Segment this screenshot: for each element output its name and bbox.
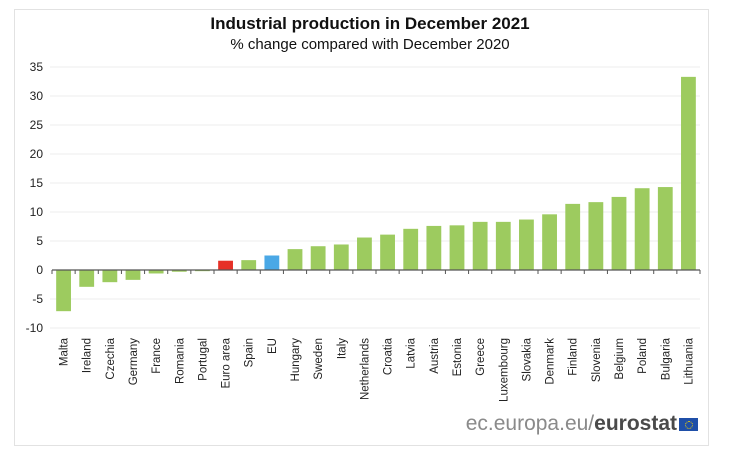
bar-poland xyxy=(634,188,650,270)
x-tick-label: Bulgaria xyxy=(660,337,672,380)
chart-title: Industrial production in December 2021 xyxy=(210,14,530,33)
x-tick-label: Romania xyxy=(174,337,186,384)
x-tick-label: Spain xyxy=(244,338,256,367)
bar-greece xyxy=(472,221,488,270)
x-tick-label: France xyxy=(151,338,163,374)
bar-sweden xyxy=(310,246,326,270)
bar-eu xyxy=(264,255,280,270)
x-tick-label: Euro area xyxy=(221,337,233,388)
y-tick-label: -5 xyxy=(32,292,43,306)
bar-czechia xyxy=(102,270,118,283)
x-tick-label: Estonia xyxy=(452,337,464,376)
x-tick-label: Portugal xyxy=(197,338,209,381)
bar-italy xyxy=(333,244,349,270)
x-tick-label: Italy xyxy=(336,338,348,359)
x-axis-labels: Malta Ireland Czechia Germany France Romania P… xyxy=(59,337,696,402)
bar-germany xyxy=(125,270,141,280)
y-tick-label: -10 xyxy=(26,321,44,335)
x-tick-label: Slovakia xyxy=(521,337,533,381)
x-tick-label: Belgium xyxy=(614,338,626,380)
y-tick-label: 30 xyxy=(30,89,44,103)
x-tick-label: Lithuania xyxy=(683,337,695,384)
y-tick-label: 25 xyxy=(30,118,44,132)
bar-denmark xyxy=(542,214,557,270)
bar-slovenia xyxy=(588,202,604,270)
y-tick-label: 20 xyxy=(30,147,44,161)
y-tick-label: 35 xyxy=(30,60,44,74)
source-prefix: ec.europa.eu/ xyxy=(465,412,595,435)
y-tick-label: 5 xyxy=(36,234,43,248)
x-tick-label: Czechia xyxy=(105,337,117,379)
x-tick-label: Croatia xyxy=(383,337,395,375)
bar-finland xyxy=(565,203,581,270)
bar-estonia xyxy=(449,225,465,270)
x-axis xyxy=(51,269,701,274)
x-tick-label: Germany xyxy=(128,338,140,386)
x-tick-label: Malta xyxy=(59,337,71,366)
bar-ireland xyxy=(79,270,95,287)
chart-subtitle: % change compared with December 2020 xyxy=(230,36,510,53)
bar-netherlands xyxy=(357,237,372,270)
bars xyxy=(56,76,696,312)
x-tick-label: EU xyxy=(267,338,279,354)
bar-luxembourg xyxy=(495,221,511,270)
y-tick-label: 10 xyxy=(30,205,44,219)
x-tick-label: Sweden xyxy=(313,338,325,380)
x-tick-label: Greece xyxy=(475,338,487,376)
bar-bulgaria xyxy=(657,187,673,270)
bar-croatia xyxy=(380,234,395,270)
x-tick-label: Netherlands xyxy=(359,338,371,400)
bar-malta xyxy=(56,270,71,312)
source-brand: eurostat xyxy=(594,412,677,435)
x-tick-label: Poland xyxy=(637,338,649,374)
x-tick-label: Denmark xyxy=(545,338,557,385)
y-tick-label: 0 xyxy=(36,263,43,277)
y-tick-label: 15 xyxy=(30,176,44,190)
x-tick-label: Ireland xyxy=(82,338,94,373)
x-tick-label: Luxembourg xyxy=(498,338,510,402)
x-tick-label: Hungary xyxy=(290,338,302,382)
bar-latvia xyxy=(403,228,419,270)
bar-hungary xyxy=(287,249,303,270)
x-tick-label: Slovenia xyxy=(591,337,603,382)
y-axis-ticks: 35 30 25 20 15 10 5 0 -5 -10 xyxy=(26,60,44,335)
eu-flag-icon xyxy=(679,418,698,431)
source-footer: ec.europa.eu/eurostat xyxy=(466,412,698,436)
x-tick-label: Latvia xyxy=(406,337,418,368)
bar-belgium xyxy=(611,196,627,270)
x-tick-label: Finland xyxy=(568,338,580,376)
bar-lithuania xyxy=(681,76,696,270)
gridlines xyxy=(50,66,700,329)
bar-romania xyxy=(171,270,187,272)
x-tick-label: Austria xyxy=(429,337,441,373)
bar-spain xyxy=(241,260,257,270)
bar-austria xyxy=(426,225,442,270)
bar-euro-area xyxy=(218,260,233,270)
bar-slovakia xyxy=(519,219,534,270)
bar-france xyxy=(148,270,164,274)
